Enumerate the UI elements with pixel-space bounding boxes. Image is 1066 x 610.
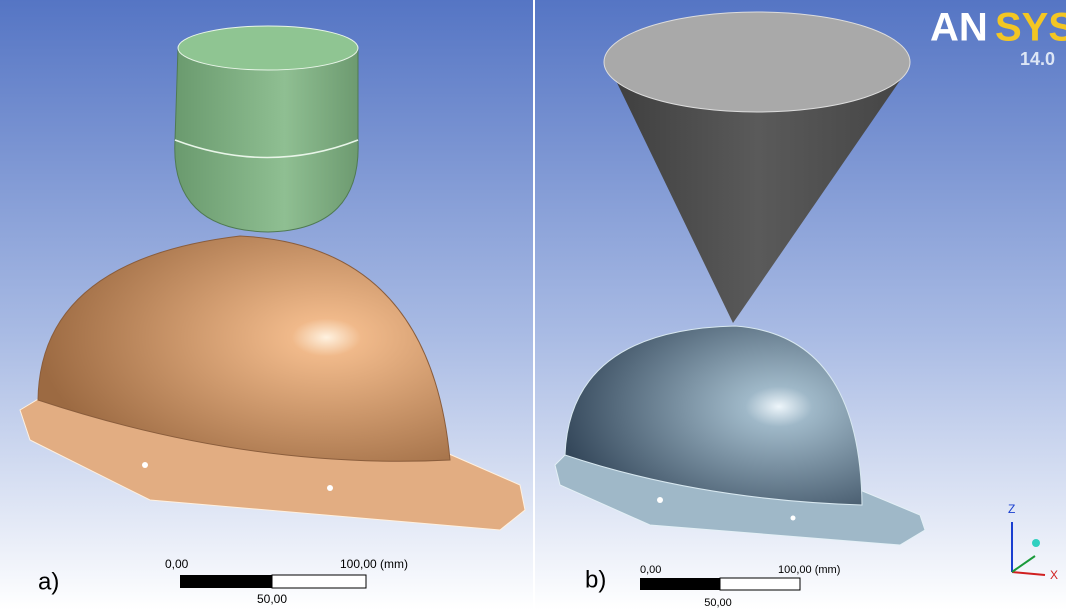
logo-part: AN — [930, 6, 988, 50]
axis-label: Z — [1008, 502, 1015, 516]
page: AN SYS 14.0 a) 0,00 100,00 (mm) 50,00 b)… — [0, 0, 1066, 610]
impactor-a — [175, 26, 358, 232]
divider — [533, 0, 535, 610]
panel-label: b) — [585, 566, 606, 593]
scale-start: 0,00 — [165, 557, 189, 571]
scale-bar-white — [272, 575, 366, 588]
scale-bar-white — [720, 578, 800, 590]
scale-mid: 50,00 — [257, 592, 287, 606]
scale-end: 100,00 (mm) — [340, 557, 408, 571]
scale-start: 0,00 — [640, 564, 661, 576]
scale-mid: 50,00 — [704, 597, 732, 609]
scale-bar-black — [180, 575, 272, 588]
scale-end: 100,00 (mm) — [778, 564, 840, 576]
axis-label: X — [1050, 568, 1058, 582]
logo-part: SYS — [995, 6, 1066, 50]
scale-bar-black — [640, 578, 720, 590]
figure: AN SYS 14.0 a) 0,00 100,00 (mm) 50,00 b)… — [0, 0, 1066, 610]
panel-label: a) — [38, 568, 59, 595]
logo-version: 14.0 — [1020, 49, 1055, 69]
